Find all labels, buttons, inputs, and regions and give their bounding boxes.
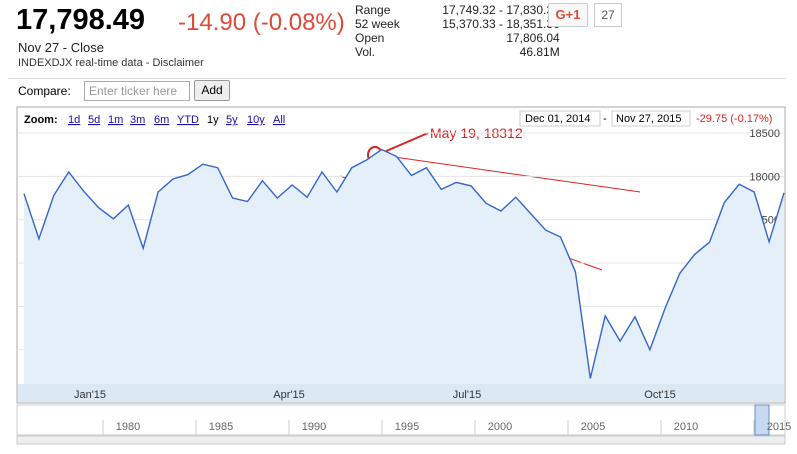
- zoom-option[interactable]: All: [273, 114, 285, 126]
- add-button[interactable]: Add: [194, 80, 230, 101]
- navigator-year: 2010: [674, 421, 698, 433]
- x-tick-label: Oct'15: [644, 389, 675, 401]
- navigator-year: 2005: [581, 421, 605, 433]
- zoom-option[interactable]: 1m: [108, 114, 123, 126]
- data-source[interactable]: INDEXDJX real-time data - Disclaimer: [18, 57, 204, 69]
- navigator-year: 1995: [395, 421, 419, 433]
- price-line: [23, 148, 785, 379]
- trend-line: [379, 154, 641, 193]
- range-sep: -: [603, 113, 607, 125]
- range-change: -29.75 (-0.17%): [696, 113, 772, 125]
- stat-value: 46.81M: [519, 45, 560, 59]
- x-tick-label: Jan'15: [74, 389, 106, 401]
- zoom-option[interactable]: 1d: [68, 114, 80, 126]
- x-tick-label: Apr'15: [273, 389, 304, 401]
- navigator-window[interactable]: [754, 404, 770, 436]
- navigator-year: 1990: [302, 421, 326, 433]
- scrollbar[interactable]: [16, 435, 786, 445]
- ticker-input[interactable]: Enter ticker here: [84, 81, 190, 101]
- zoom-label: Zoom:: [24, 114, 58, 126]
- y-tick-label: 18000: [749, 171, 780, 183]
- x-tick-label: Jul'15: [453, 389, 481, 401]
- zoom-option[interactable]: 5y: [226, 114, 238, 126]
- stat-label: Vol.: [355, 45, 376, 59]
- price-change: -14.90 (-0.08%): [178, 9, 345, 36]
- gplus-count: 27: [594, 3, 622, 27]
- range-start-box[interactable]: [519, 110, 601, 127]
- stat-label: 52 week: [355, 17, 400, 31]
- stat-label: Range: [355, 3, 391, 17]
- zoom-option[interactable]: YTD: [177, 114, 199, 126]
- y-tick-label: 18500: [749, 128, 780, 140]
- zoom-option[interactable]: 6m: [154, 114, 169, 126]
- stat-value: 17,806.04: [506, 31, 560, 45]
- range-end: Nov 27, 2015: [616, 113, 681, 125]
- compare-label: Compare:: [18, 84, 71, 98]
- navigator-year: 1980: [116, 421, 140, 433]
- x-axis-band: [18, 384, 784, 402]
- navigator: [16, 404, 786, 436]
- range-end-box[interactable]: [611, 110, 691, 127]
- stat-value: 17,749.32 - 17,830.36: [442, 3, 560, 17]
- zoom-option[interactable]: 1y: [207, 114, 219, 126]
- navigator-year: 2000: [488, 421, 512, 433]
- price: 17,798.49: [16, 4, 146, 36]
- zoom-option[interactable]: 5d: [88, 114, 100, 126]
- area: [24, 149, 784, 384]
- navigator-year: 2015: [767, 421, 791, 433]
- stat-label: Open: [355, 31, 385, 45]
- stat-value: 15,370.33 - 18,351.36: [442, 17, 560, 31]
- zoom-option[interactable]: 10y: [247, 114, 265, 126]
- zoom-option[interactable]: 3m: [130, 114, 145, 126]
- range-start: Dec 01, 2014: [525, 113, 590, 125]
- annotation-arrow: [383, 132, 429, 153]
- close-date: Nov 27 - Close: [18, 40, 104, 55]
- compare-bar: [8, 78, 786, 103]
- gplus-button[interactable]: G+1: [548, 3, 588, 27]
- navigator-year: 1985: [209, 421, 233, 433]
- stats-table: Range 17,749.32 - 17,830.36 52 week 15,370…: [355, 3, 560, 59]
